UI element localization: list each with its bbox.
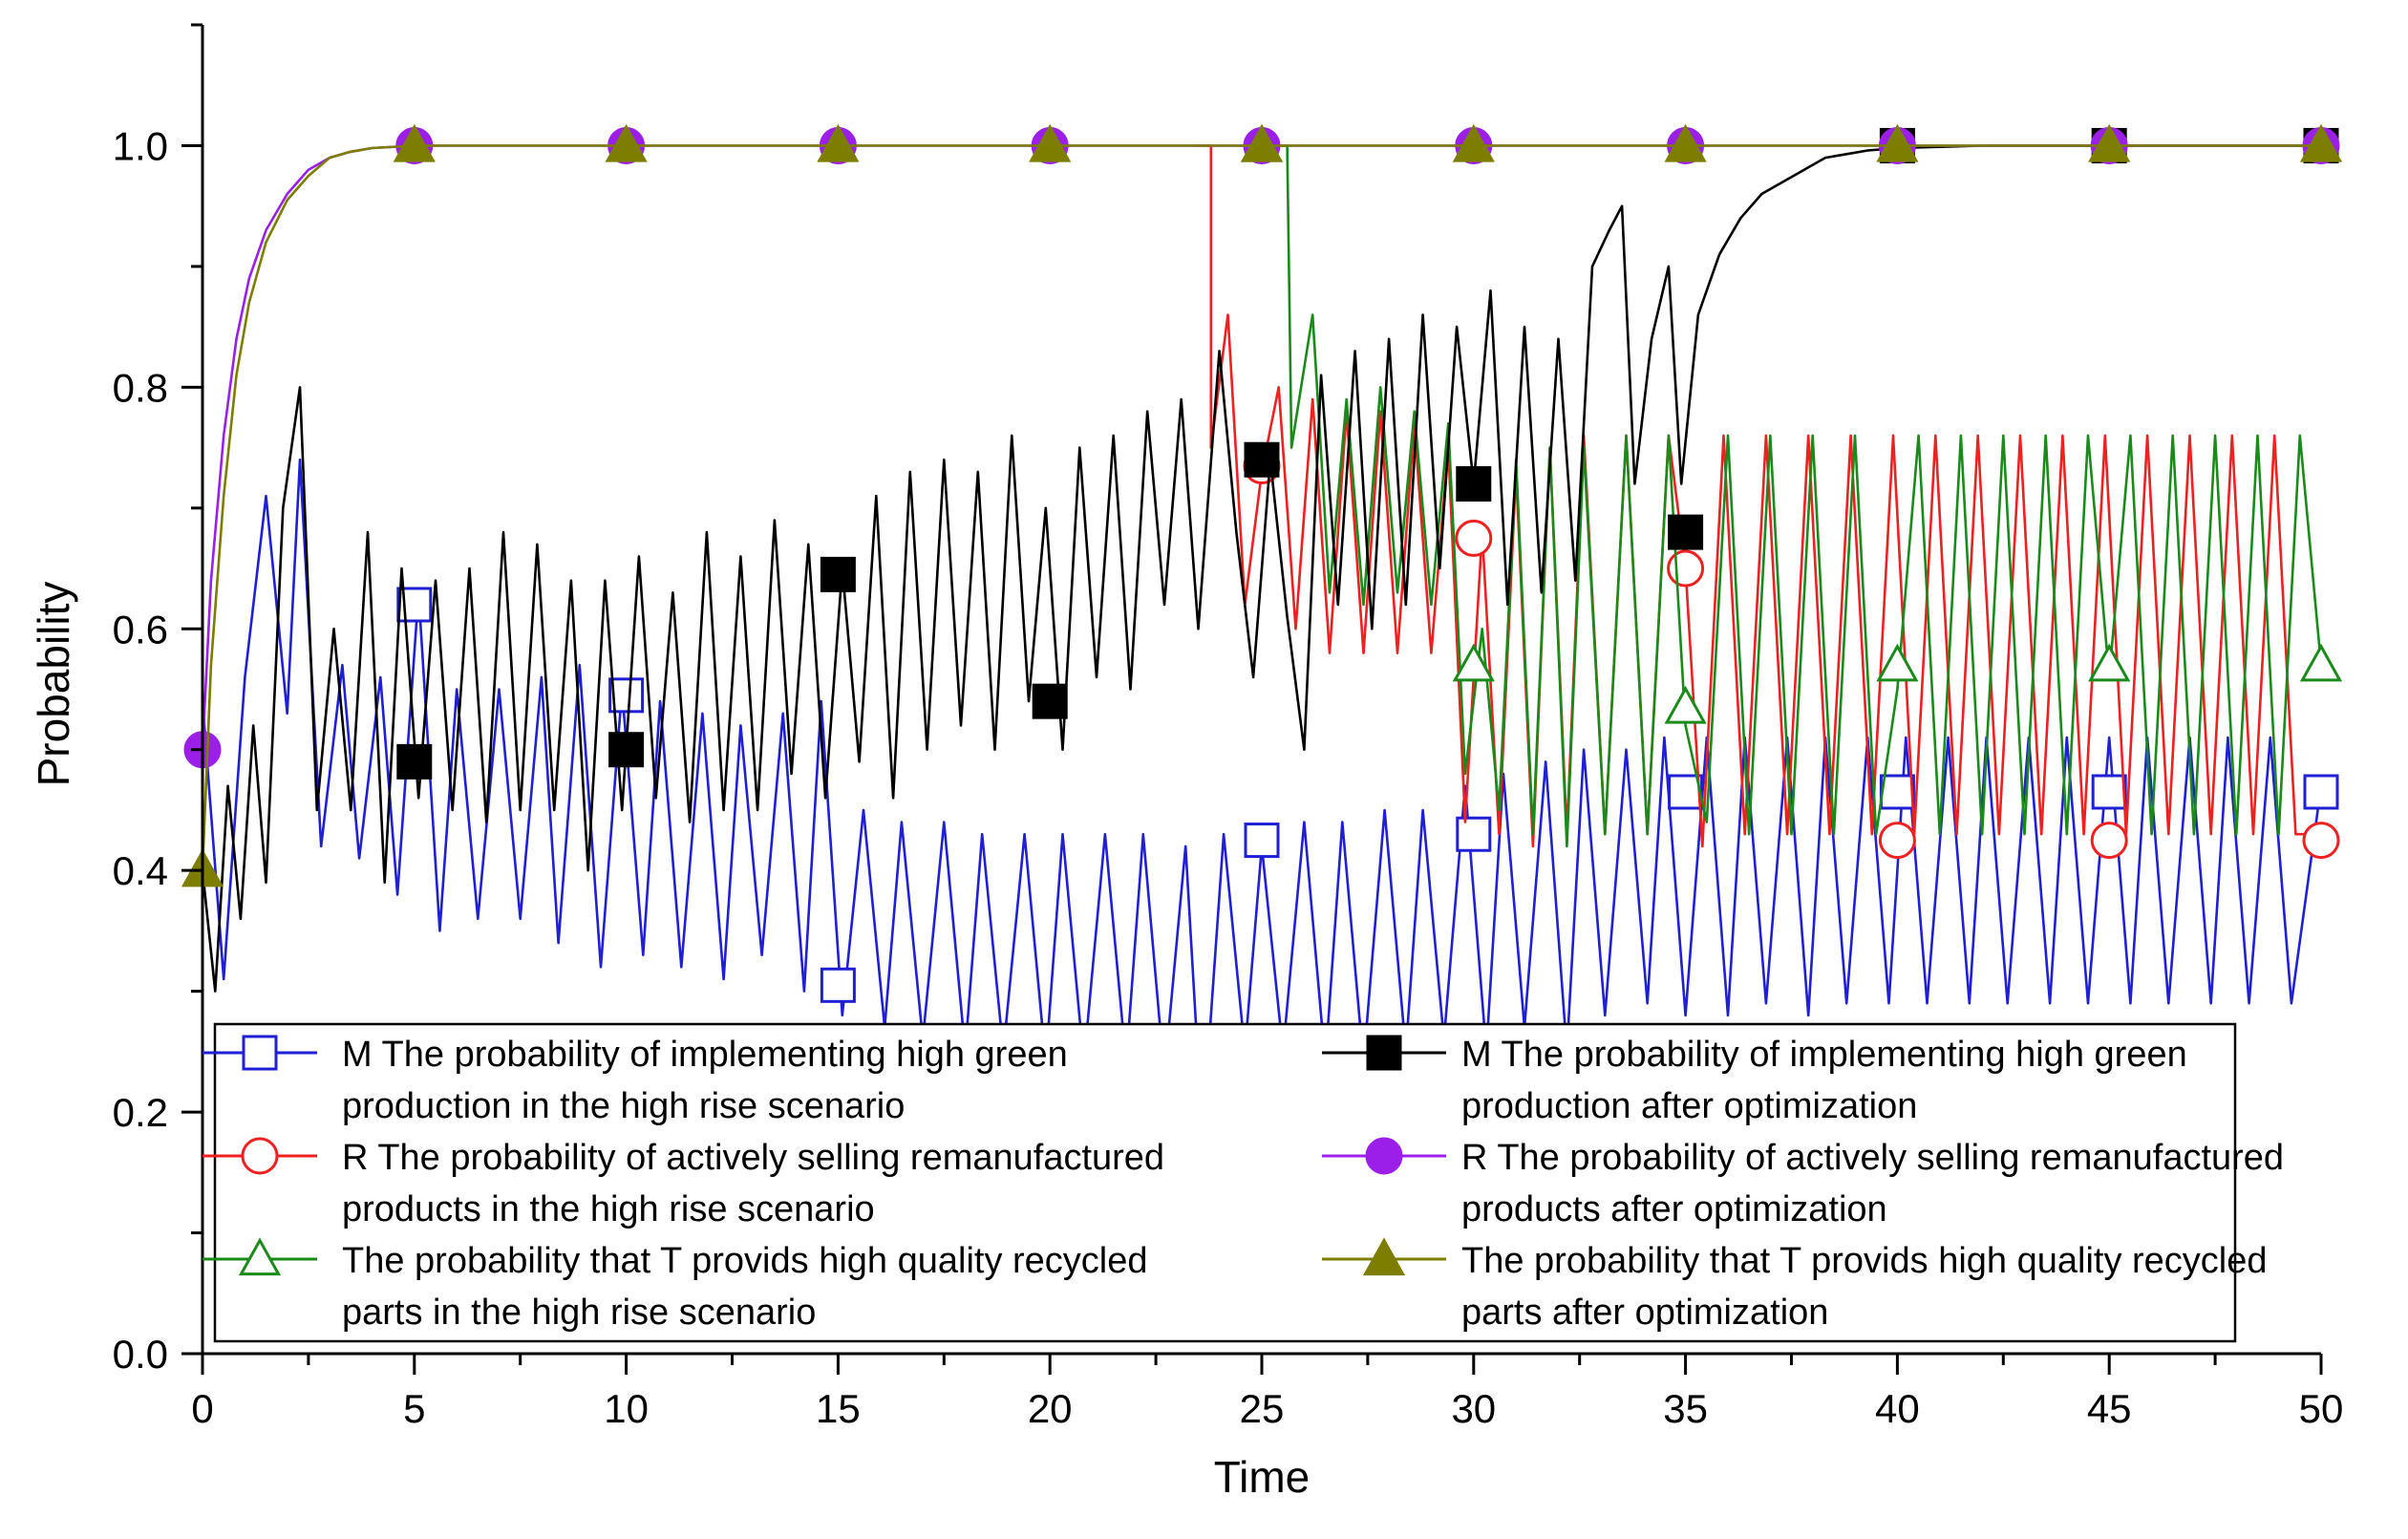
y-tick-label-5: 0.8 bbox=[113, 365, 168, 410]
series-2-marker-6 bbox=[2302, 822, 2340, 860]
series-6-marker-5 bbox=[1029, 123, 1072, 162]
x-tick-label-11: 50 bbox=[2299, 1386, 2344, 1431]
series-6-marker-6 bbox=[1240, 123, 1284, 162]
x-tick-label-7: 30 bbox=[1451, 1386, 1496, 1431]
legend-marker-5 bbox=[1365, 1137, 1403, 1175]
series-line-6 bbox=[201, 144, 2321, 871]
series-6-marker-4 bbox=[817, 123, 860, 162]
legend-label-3-line-1: The probability that T provids high qual… bbox=[342, 1241, 1148, 1281]
series-1-marker-10 bbox=[2303, 774, 2339, 810]
legend-label-1-line-1: M The probability of implementing high g… bbox=[342, 1035, 1068, 1075]
series-1-marker-9 bbox=[2091, 774, 2127, 810]
legend-label-2-line-2: products in the high rise scenario bbox=[342, 1189, 875, 1229]
series-6-marker-11 bbox=[2299, 123, 2343, 162]
series-4-marker-7 bbox=[1668, 514, 1704, 550]
x-tick-label-6: 25 bbox=[1240, 1386, 1285, 1431]
series-1-marker-7 bbox=[1668, 774, 1704, 810]
series-4-marker-5 bbox=[1244, 441, 1280, 478]
series-6-marker-7 bbox=[1452, 123, 1495, 162]
legend-label-6-line-2: parts after optimization bbox=[1461, 1293, 1828, 1333]
legend-label-2-line-1: R The probability of actively selling re… bbox=[342, 1138, 1164, 1178]
series-3-marker-4 bbox=[1876, 643, 1919, 682]
series-1-marker-3 bbox=[820, 967, 856, 1003]
series-line-3 bbox=[1245, 144, 2323, 848]
series-3-marker-6 bbox=[2299, 643, 2343, 682]
legend-label-5-line-2: products after optimization bbox=[1461, 1189, 1887, 1229]
plot-series bbox=[181, 123, 2343, 1138]
y-axis-title: Probability bbox=[29, 582, 78, 787]
series-1-marker-6 bbox=[1456, 816, 1492, 852]
x-axis-title: Time bbox=[1214, 1452, 1311, 1502]
y-tick-label-1: 0.0 bbox=[113, 1332, 168, 1377]
x-tick-label-4: 15 bbox=[816, 1386, 861, 1431]
legend-label-3-line-2: parts in the high rise scenario bbox=[342, 1293, 816, 1333]
series-4-marker-4 bbox=[1032, 683, 1068, 719]
series-3-marker-5 bbox=[2088, 643, 2131, 682]
legend-box bbox=[213, 1022, 2237, 1343]
series-1-marker-8 bbox=[1879, 774, 1915, 810]
series-4-marker-1 bbox=[396, 743, 433, 780]
series-2-marker-2 bbox=[1455, 519, 1493, 557]
y-tick-label-2: 0.2 bbox=[113, 1090, 168, 1135]
x-tick-label-8: 35 bbox=[1663, 1386, 1708, 1431]
legend-label-4-line-1: M The probability of implementing high g… bbox=[1461, 1035, 2187, 1075]
legend-label-4-line-2: production after optimization bbox=[1461, 1086, 1917, 1126]
series-3-marker-3 bbox=[1664, 685, 1707, 724]
legend: M The probability of implementing high g… bbox=[202, 1022, 2284, 1343]
legend-label-5-line-1: R The probability of actively selling re… bbox=[1461, 1138, 2284, 1178]
series-2-marker-3 bbox=[1667, 549, 1705, 588]
y-tick-label-6: 1.0 bbox=[113, 123, 168, 168]
x-tick-label-1: 0 bbox=[191, 1386, 213, 1431]
legend-marker-2 bbox=[241, 1137, 279, 1175]
series-3-marker-2 bbox=[1452, 643, 1495, 682]
series-2-marker-5 bbox=[2090, 822, 2128, 860]
x-tick-label-5: 20 bbox=[1028, 1386, 1073, 1431]
y-tick-label-4: 0.6 bbox=[113, 607, 168, 652]
series-6-marker-3 bbox=[605, 123, 648, 162]
x-tick-label-10: 45 bbox=[2087, 1386, 2132, 1431]
legend-marker-1 bbox=[242, 1035, 278, 1071]
series-6-marker-9 bbox=[1876, 123, 1919, 162]
series-6-marker-10 bbox=[2088, 123, 2131, 162]
series-line-4 bbox=[201, 144, 2321, 993]
series-4-marker-2 bbox=[608, 732, 645, 768]
legend-label-6-line-1: The probability that T provids high qual… bbox=[1461, 1241, 2268, 1281]
series-4-marker-3 bbox=[820, 556, 856, 592]
series-6-marker-8 bbox=[1664, 123, 1707, 162]
x-tick-label-2: 5 bbox=[403, 1386, 425, 1431]
series-1-marker-5 bbox=[1244, 823, 1280, 859]
x-tick-label-9: 40 bbox=[1875, 1386, 1920, 1431]
y-tick-label-3: 0.4 bbox=[113, 848, 168, 893]
legend-marker-4 bbox=[1366, 1035, 1402, 1071]
axes: 0 5 10 15 20 25 30 35 40 45 50 0.0 0.2 0.4 0.6 0.8 1.0 bbox=[113, 23, 2344, 1431]
series-2-marker-4 bbox=[1878, 822, 1916, 860]
series-4-marker-6 bbox=[1456, 466, 1492, 502]
series-line-1 bbox=[201, 458, 2323, 1138]
series-6-marker-2 bbox=[393, 123, 436, 162]
x-tick-label-3: 10 bbox=[604, 1386, 649, 1431]
legend-label-1-line-2: production in the high rise scenario bbox=[342, 1086, 905, 1126]
legend-marker-6 bbox=[1362, 1237, 1406, 1276]
legend-marker-3 bbox=[238, 1237, 282, 1276]
